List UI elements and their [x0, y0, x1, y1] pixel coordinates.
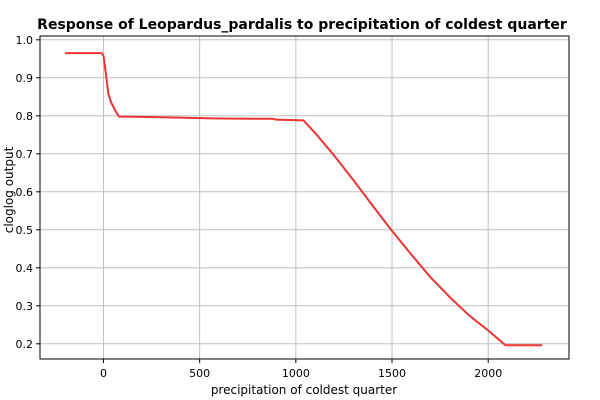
y-tick-label: 0.6 [16, 186, 34, 199]
y-tick-label: 1.0 [16, 34, 34, 47]
chart-title: Response of Leopardus_pardalis to precip… [37, 17, 567, 33]
x-tick-label: 500 [189, 367, 210, 380]
y-tick-label: 0.5 [16, 224, 34, 237]
x-tick-label: 2000 [474, 367, 502, 380]
y-axis-label: cloglog output [2, 146, 16, 233]
y-axis-ticks: 0.2 0.3 0.4 0.5 0.6 0.7 0.8 0.9 1.0 [16, 34, 40, 351]
x-tick-label: 0 [100, 367, 107, 380]
y-tick-label: 0.7 [16, 148, 34, 161]
series-layer [65, 52, 543, 347]
y-tick-label: 0.3 [16, 300, 34, 313]
y-tick-label: 0.2 [16, 338, 34, 351]
y-tick-label: 0.4 [16, 262, 34, 275]
y-tick-label: 0.8 [16, 110, 34, 123]
plot-frame [39, 35, 570, 360]
response-curve [65, 52, 543, 347]
x-tick-label: 1500 [378, 367, 406, 380]
x-axis-label: precipitation of coldest quarter [211, 383, 397, 397]
plot-area [40, 36, 569, 359]
x-tick-label: 1000 [282, 367, 310, 380]
x-axis-ticks: 0 500 1000 1500 2000 [100, 359, 502, 380]
y-tick-label: 0.9 [16, 72, 34, 85]
